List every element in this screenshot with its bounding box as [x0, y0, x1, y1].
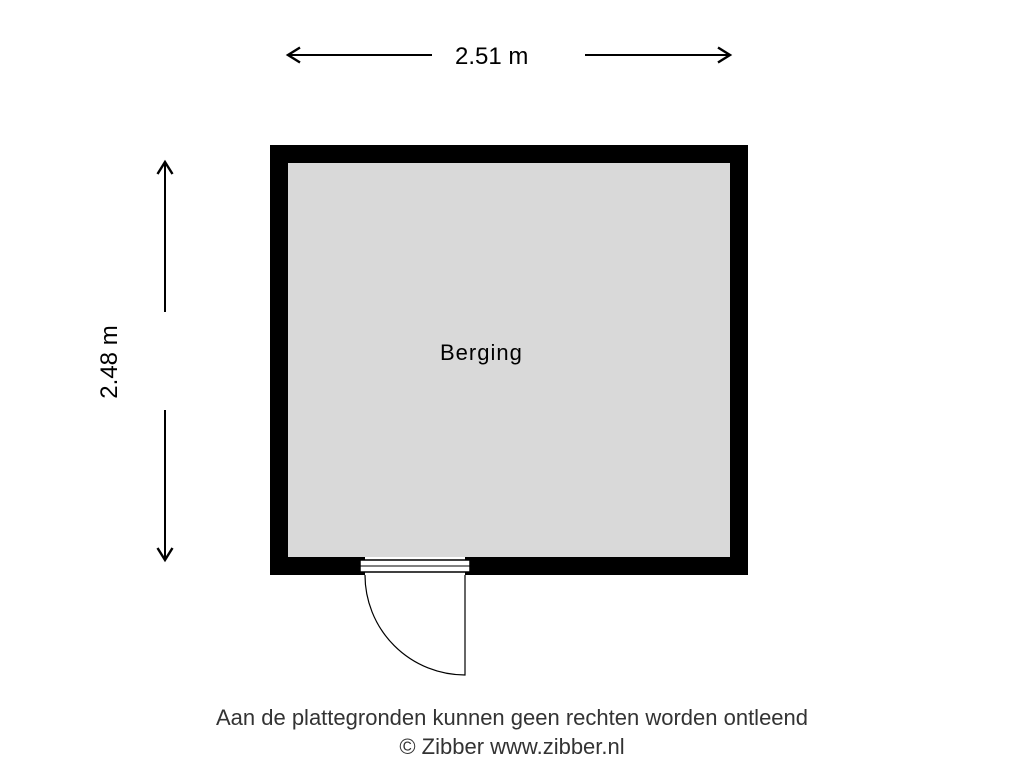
dimension-height-label: 2.48 m [96, 322, 124, 402]
footer-line2: © Zibber www.zibber.nl [0, 733, 1024, 762]
floorplan-canvas: 2.51 m 2.48 m Berging Aan de plattegrond… [0, 0, 1024, 768]
footer-line1: Aan de plattegronden kunnen geen rechten… [0, 704, 1024, 733]
footer: Aan de plattegronden kunnen geen rechten… [0, 704, 1024, 761]
room-berging [270, 145, 748, 675]
room-label: Berging [440, 340, 523, 366]
floorplan-svg [0, 0, 1024, 768]
dimension-width-label: 2.51 m [455, 43, 528, 71]
